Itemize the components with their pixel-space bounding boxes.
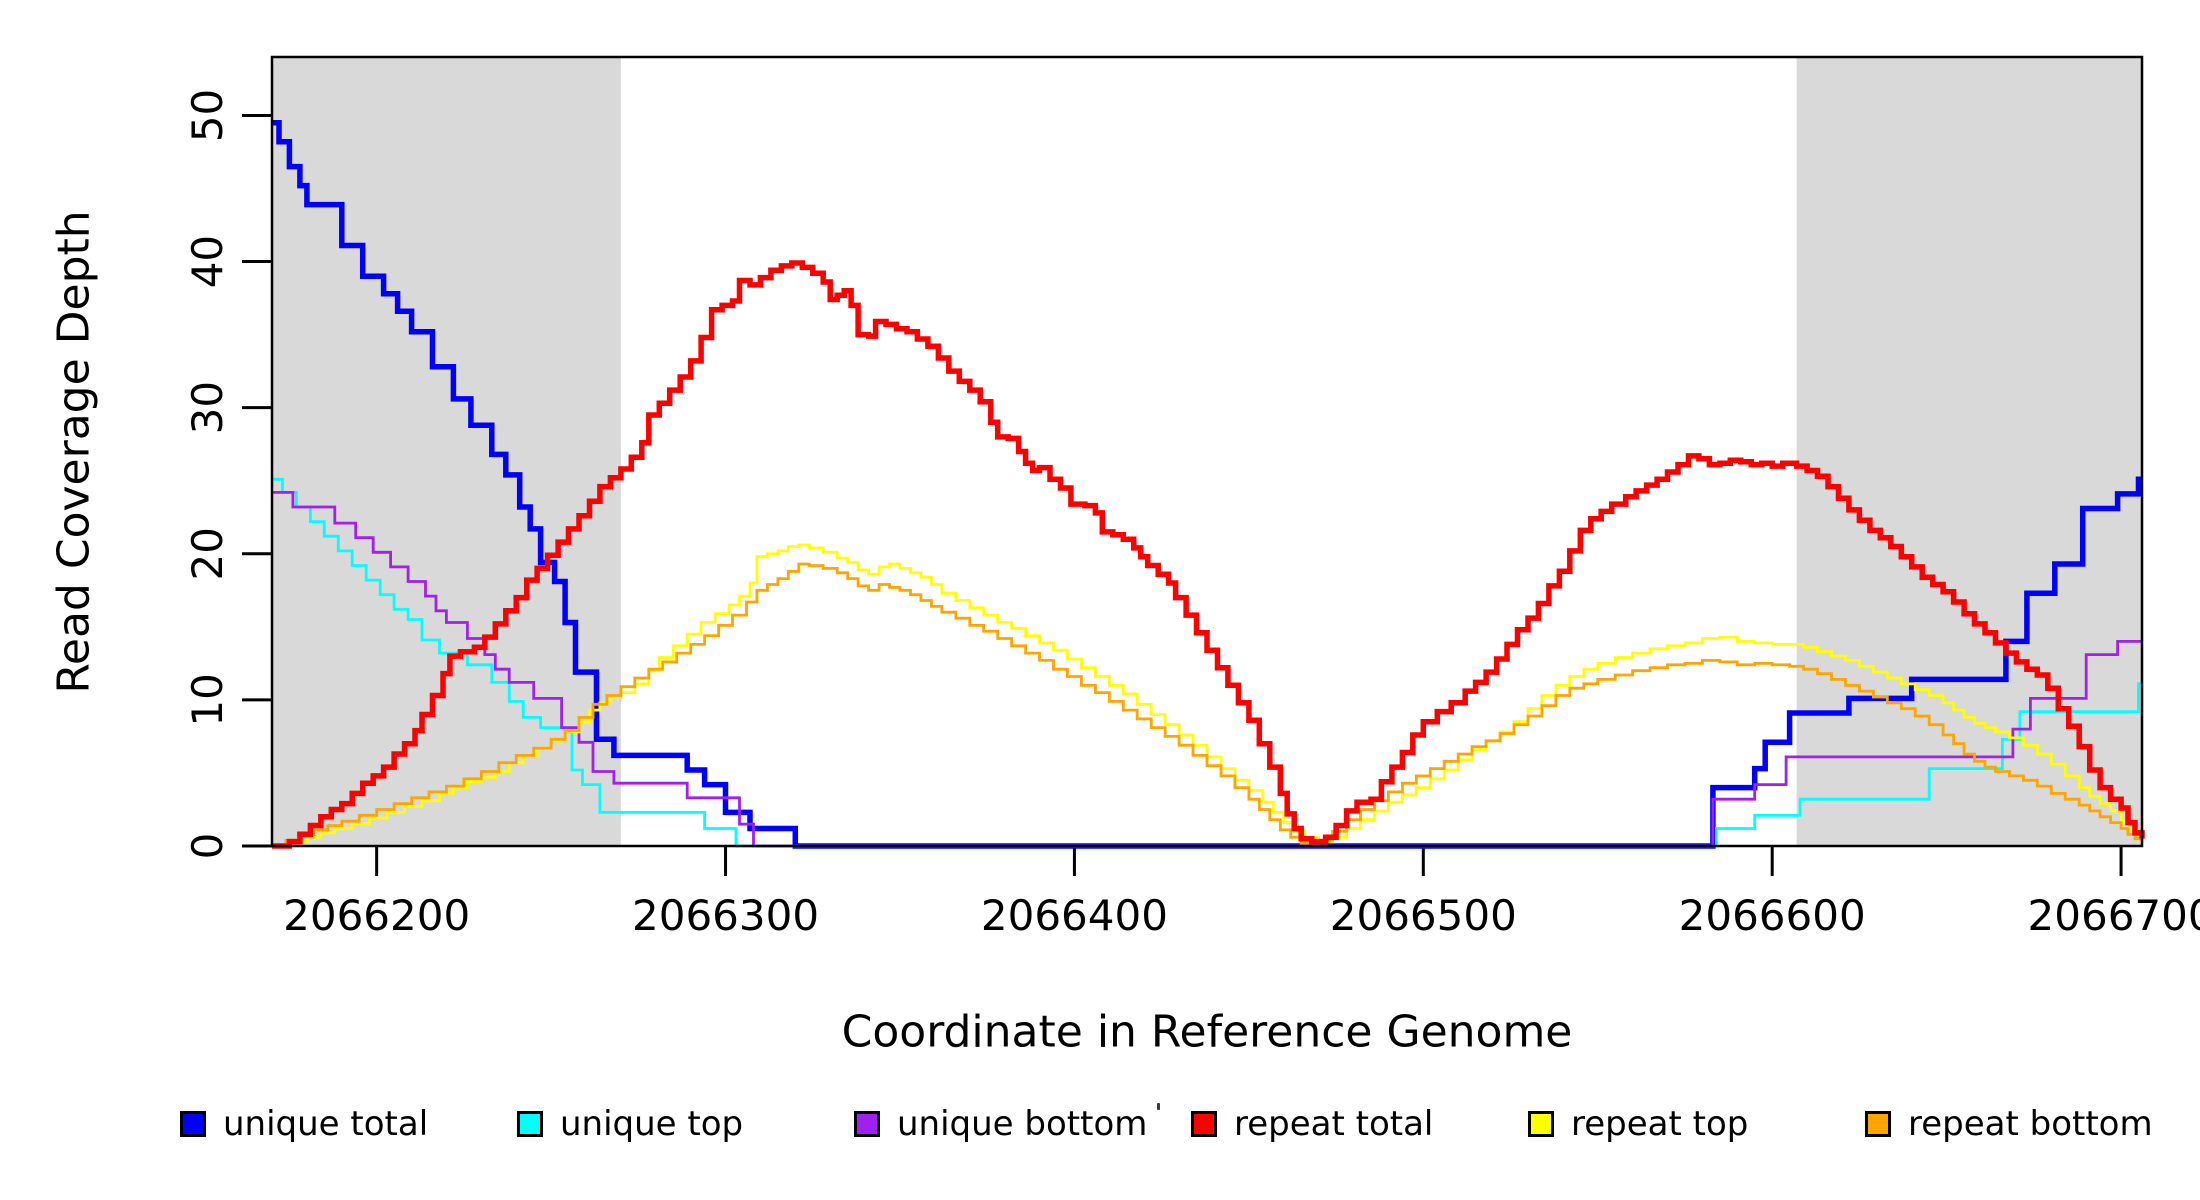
shaded-region-right-repeat-flank [1796,57,2142,846]
x-tick-label: 2066600 [1679,891,1866,940]
x-tick-label: 2066200 [283,891,470,940]
series-repeat-top [272,543,2144,848]
y-tick-label: 10 [183,673,232,726]
x-tick-label: 2066700 [2028,891,2200,940]
y-tick-label: 0 [183,833,232,860]
y-tick-label: 30 [183,381,232,434]
x-axis-title: Coordinate in Reference Genome [841,1006,1573,1058]
plot-border [270,55,2144,848]
stray-mark [1157,1103,1160,1110]
y-tick-label: 50 [183,89,232,142]
series-unique-bottom [272,491,2142,848]
y-tick-label: 40 [183,235,232,288]
y-axis-title: Read Coverage Depth [48,210,100,694]
y-tick-label: 20 [183,527,232,580]
series-unique-top [272,477,2142,848]
series-repeat-total [272,260,2145,849]
x-tick-label: 2066400 [981,891,1168,940]
series-repeat-bottom [272,562,2144,848]
x-tick-label: 2066500 [1330,891,1517,940]
x-tick-label: 2066300 [632,891,819,940]
